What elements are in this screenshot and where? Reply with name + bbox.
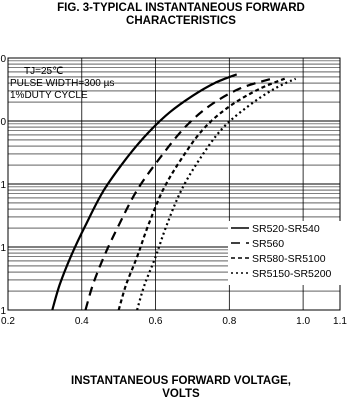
- x-tick-label: 0.8: [222, 316, 236, 327]
- series-lines: [51, 73, 297, 311]
- series-line-4: [136, 77, 297, 311]
- x-tick-label: 0.6: [149, 316, 163, 327]
- annotation-pulse-width: PULSE WIDTH=300 µs: [10, 78, 114, 89]
- x-tick-label: 0.4: [75, 316, 89, 327]
- x-tick-label: 1.0: [296, 316, 310, 327]
- annotation-duty-cycle: 1%DUTY CYCLE: [10, 90, 88, 101]
- x-axis-label-line-1: INSTANTANEOUS FORWARD VOLTAGE,: [71, 375, 291, 387]
- chart-title-line-2: CHARACTERISTICS: [126, 15, 236, 27]
- legend: SR520-SR540 SR560 SR580-SR5100 SR5150-SR520…: [228, 221, 342, 285]
- legend-label: SR5150-SR5200: [252, 268, 332, 280]
- y-tick-label: 1: [0, 243, 6, 254]
- x-axis-label-line-2: VOLTS: [162, 388, 200, 400]
- x-tick-labels: 0.2 0.4 0.6 0.8 1.0 1.1: [1, 316, 347, 327]
- legend-label: SR560: [252, 238, 284, 250]
- y-tick-label: 0: [0, 54, 6, 65]
- x-tick-label: 1.1: [333, 316, 347, 327]
- annotations: TJ=25℃ PULSE WIDTH=300 µs 1%DUTY CYCLE: [10, 66, 114, 101]
- legend-label: SR520-SR540: [252, 223, 320, 235]
- legend-label: SR580-SR5100: [252, 253, 326, 265]
- x-tick-label: 0.2: [1, 316, 15, 327]
- y-tick-label: 0: [0, 117, 6, 128]
- series-line-3: [117, 77, 286, 311]
- series-line-1: [51, 73, 238, 311]
- y-tick-labels: 0 0 1 1 1: [0, 54, 6, 317]
- legend-background: [228, 221, 342, 285]
- annotation-temperature: TJ=25℃: [24, 66, 63, 77]
- y-tick-label: 1: [0, 306, 6, 317]
- series-line-2: [84, 77, 274, 311]
- y-tick-label: 1: [0, 180, 6, 191]
- chart-title-line-1: FIG. 3-TYPICAL INSTANTANEOUS FORWARD: [57, 2, 305, 14]
